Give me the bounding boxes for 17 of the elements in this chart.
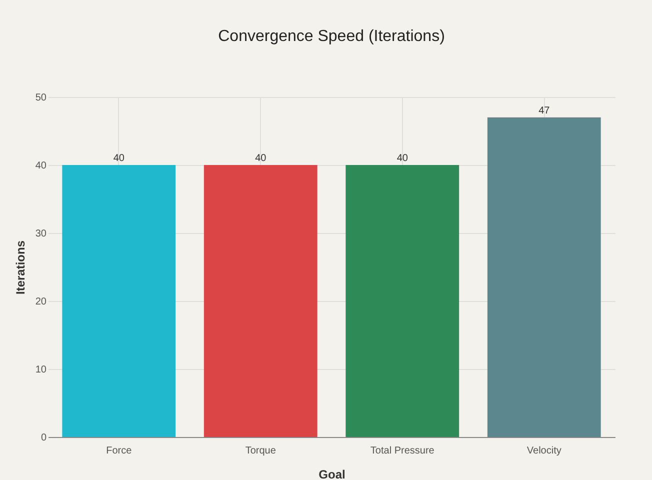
chart-title: Convergence Speed (Iterations)	[218, 28, 445, 45]
y-axis-title: Iterations	[13, 240, 28, 295]
x-tick-label: Force	[106, 446, 132, 456]
y-tick-label: 40	[35, 160, 47, 172]
y-tick-label: 0	[40, 432, 47, 444]
data-label: 40	[396, 153, 408, 164]
data-label: 47	[538, 105, 550, 116]
y-tick-label: 10	[35, 364, 47, 376]
x-axis-title: Goal	[318, 468, 346, 480]
y-tick-label: 20	[35, 296, 47, 308]
x-tick-label: Velocity	[526, 446, 562, 456]
x-tick-label: Total Pressure	[370, 446, 435, 456]
y-tick-label: 30	[35, 228, 47, 240]
data-label: 40	[113, 153, 125, 164]
x-tick-label: Torque	[245, 446, 276, 456]
y-tick-label: 50	[35, 92, 47, 104]
data-label: 40	[255, 153, 267, 164]
